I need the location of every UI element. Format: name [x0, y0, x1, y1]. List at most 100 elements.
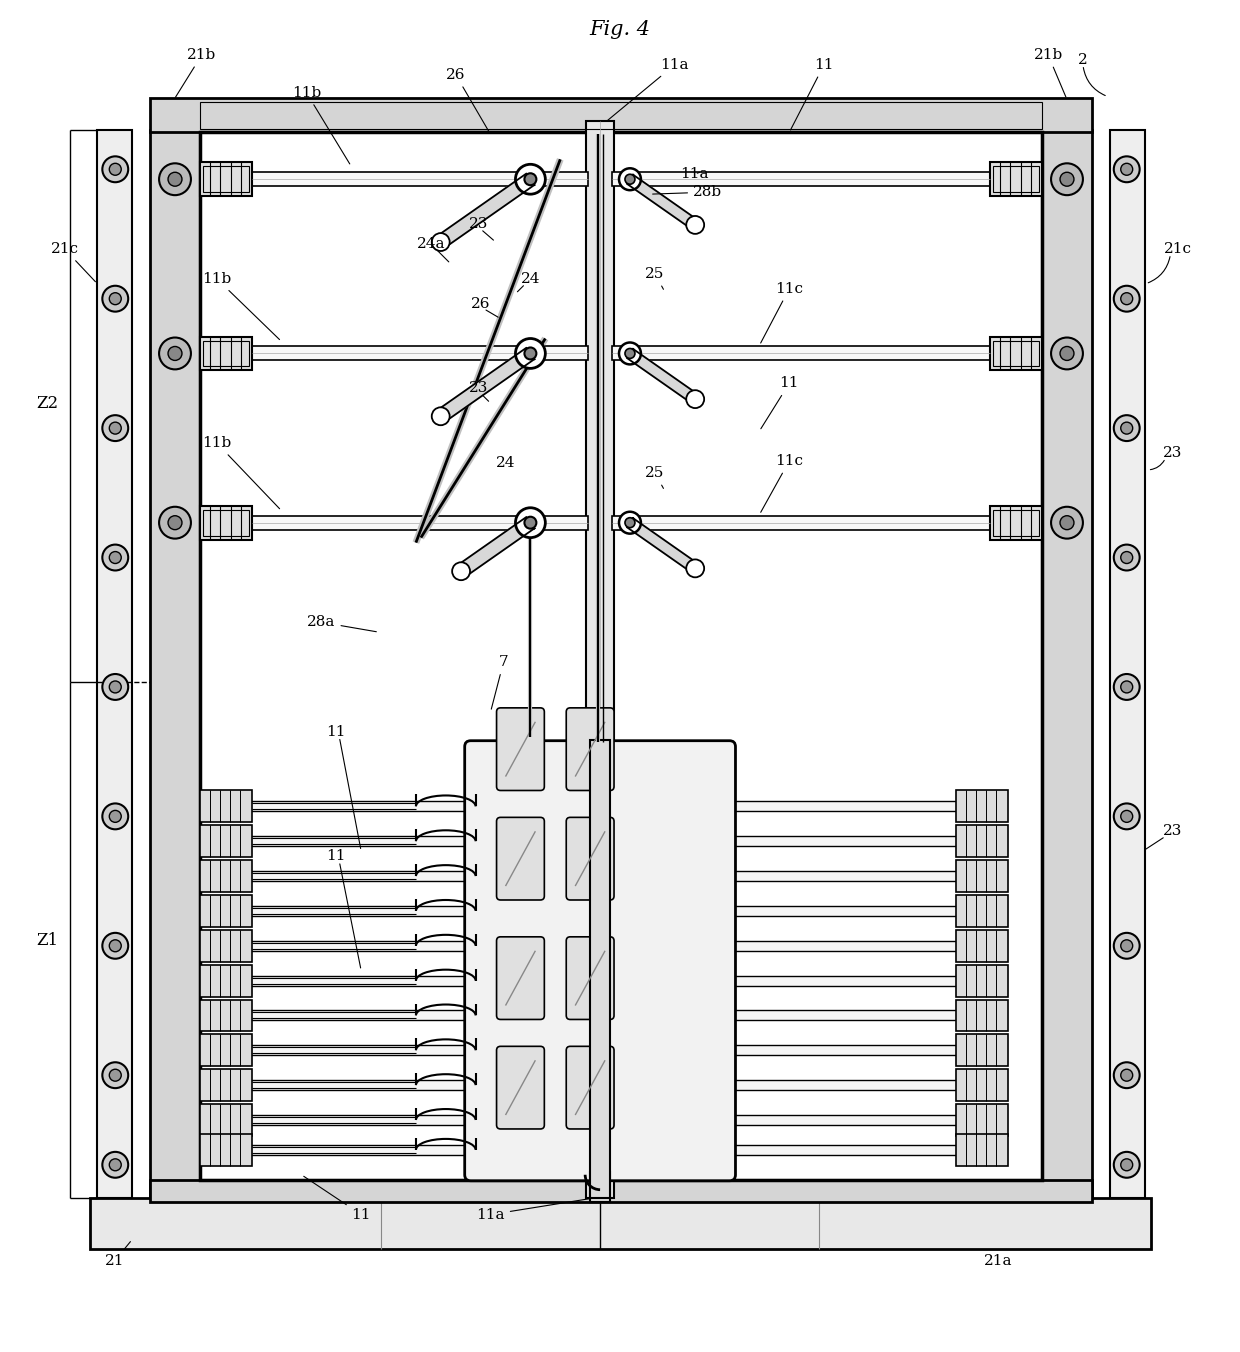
- Text: 11a: 11a: [681, 168, 709, 181]
- Circle shape: [516, 165, 546, 195]
- Bar: [98, 130, 133, 1198]
- Bar: [200, 802, 479, 811]
- Circle shape: [642, 799, 657, 814]
- Circle shape: [169, 515, 182, 530]
- Bar: [200, 906, 479, 915]
- Bar: [590, 740, 610, 1198]
- FancyBboxPatch shape: [465, 741, 735, 1180]
- Bar: [991, 162, 1042, 196]
- Circle shape: [109, 1069, 122, 1082]
- Bar: [200, 1010, 479, 1021]
- Text: 11: 11: [791, 58, 833, 130]
- Circle shape: [1052, 507, 1083, 538]
- Circle shape: [642, 1044, 657, 1057]
- Circle shape: [642, 1142, 657, 1157]
- FancyBboxPatch shape: [496, 937, 544, 1019]
- FancyBboxPatch shape: [567, 937, 614, 1019]
- Text: 11: 11: [304, 1176, 371, 1222]
- Bar: [1042, 130, 1092, 1198]
- Text: 23: 23: [469, 381, 489, 395]
- Bar: [200, 895, 252, 927]
- Text: 21: 21: [104, 1241, 130, 1268]
- Bar: [650, 1145, 988, 1155]
- Circle shape: [159, 507, 191, 538]
- Circle shape: [686, 391, 704, 408]
- Polygon shape: [436, 173, 534, 247]
- Text: 2: 2: [1078, 53, 1087, 66]
- Circle shape: [642, 1078, 657, 1092]
- Text: 23: 23: [469, 218, 489, 231]
- Bar: [200, 999, 252, 1032]
- Bar: [200, 132, 1042, 1180]
- Circle shape: [1121, 164, 1132, 176]
- Bar: [650, 1080, 988, 1090]
- Bar: [200, 941, 479, 950]
- Circle shape: [1114, 675, 1140, 700]
- Bar: [1110, 130, 1145, 1198]
- Bar: [650, 837, 988, 846]
- Text: 28b: 28b: [652, 185, 722, 199]
- FancyBboxPatch shape: [496, 708, 544, 791]
- Circle shape: [109, 1159, 122, 1171]
- Text: 11b: 11b: [291, 85, 350, 164]
- Circle shape: [1060, 172, 1074, 187]
- Text: 11b: 11b: [202, 437, 279, 508]
- Circle shape: [159, 164, 191, 195]
- Text: 11c: 11c: [760, 281, 804, 343]
- Circle shape: [1114, 285, 1140, 312]
- Bar: [203, 510, 249, 535]
- Bar: [613, 515, 991, 530]
- Circle shape: [1114, 1152, 1140, 1178]
- Circle shape: [642, 938, 657, 953]
- Text: 11c: 11c: [760, 454, 804, 512]
- Bar: [203, 341, 249, 366]
- Bar: [993, 510, 1039, 535]
- Circle shape: [525, 516, 537, 529]
- Circle shape: [642, 869, 657, 883]
- Bar: [200, 1034, 252, 1067]
- FancyBboxPatch shape: [567, 818, 614, 900]
- Bar: [650, 802, 988, 811]
- Bar: [200, 860, 252, 892]
- Circle shape: [159, 338, 191, 369]
- Circle shape: [642, 1009, 657, 1022]
- Circle shape: [1052, 164, 1083, 195]
- Bar: [200, 1045, 479, 1056]
- Circle shape: [1114, 933, 1140, 959]
- Polygon shape: [626, 349, 698, 404]
- Circle shape: [1114, 1063, 1140, 1088]
- Circle shape: [1114, 415, 1140, 441]
- Circle shape: [169, 172, 182, 187]
- FancyBboxPatch shape: [496, 1046, 544, 1129]
- Circle shape: [686, 216, 704, 234]
- Bar: [200, 930, 252, 961]
- Circle shape: [1121, 293, 1132, 304]
- Circle shape: [642, 834, 657, 848]
- Bar: [200, 506, 252, 539]
- Text: 11: 11: [761, 376, 799, 429]
- Bar: [956, 1134, 1008, 1165]
- Bar: [956, 860, 1008, 892]
- Bar: [991, 506, 1042, 539]
- Text: 23: 23: [1163, 446, 1182, 460]
- Circle shape: [525, 173, 537, 185]
- Bar: [200, 825, 252, 857]
- Bar: [200, 162, 252, 196]
- Text: 24: 24: [496, 456, 516, 470]
- Circle shape: [109, 164, 122, 176]
- Polygon shape: [458, 516, 534, 577]
- Circle shape: [109, 293, 122, 304]
- Bar: [613, 346, 991, 361]
- Bar: [252, 346, 588, 361]
- Bar: [200, 1080, 479, 1090]
- Text: 24: 24: [521, 272, 541, 285]
- Bar: [200, 337, 252, 370]
- Circle shape: [1052, 338, 1083, 369]
- Text: 25: 25: [645, 266, 665, 289]
- Text: 25: 25: [645, 466, 665, 488]
- Circle shape: [1121, 552, 1132, 564]
- Circle shape: [109, 810, 122, 822]
- Bar: [200, 101, 1042, 130]
- Circle shape: [1121, 681, 1132, 694]
- Bar: [956, 965, 1008, 996]
